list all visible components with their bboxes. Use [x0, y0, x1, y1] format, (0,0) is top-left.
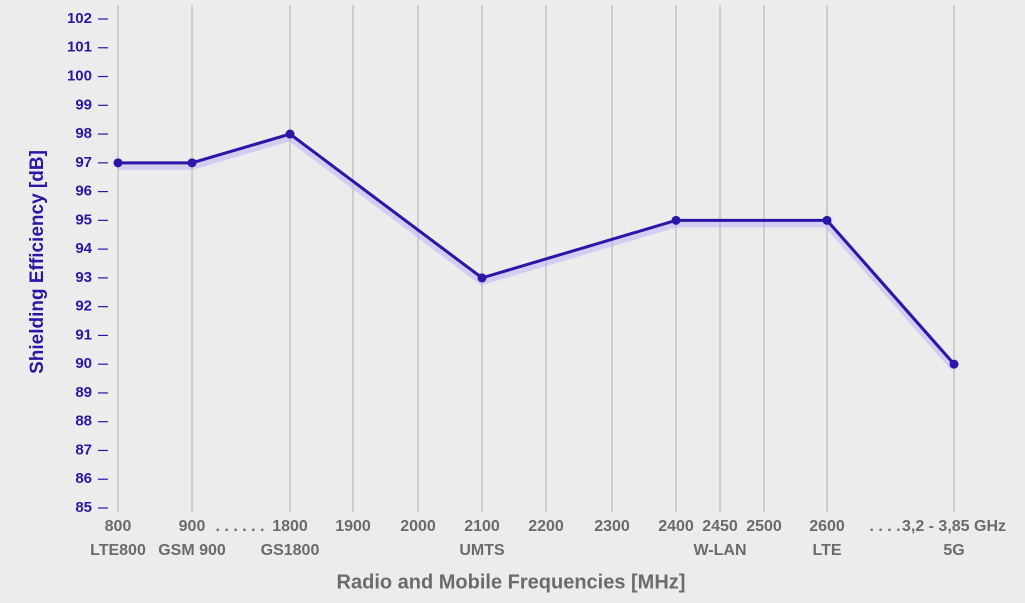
y-tick-label: 101 [67, 39, 92, 56]
point [187, 158, 197, 168]
x-tick-label: 1800 [272, 518, 308, 535]
y-tick-label: 102 [67, 10, 92, 27]
x-sublabel: GS1800 [261, 542, 320, 559]
point [113, 158, 123, 168]
y-tick-label: 93 [75, 269, 92, 286]
annotation: . . . . . . [216, 518, 265, 535]
x-sublabel: LTE800 [90, 542, 146, 559]
y-tick-label: 99 [75, 96, 92, 113]
x-tick-label: 3,2 - 3,85 GHz [902, 518, 1006, 535]
x-tick-label: 2500 [746, 518, 782, 535]
y-tick-label: 88 [75, 413, 92, 430]
x-tick-label: 1900 [335, 518, 371, 535]
y-tick-label: 87 [75, 441, 92, 458]
y-tick-label: 92 [75, 298, 92, 315]
x-tick-label: 800 [105, 518, 132, 535]
y-tick-label: 94 [75, 240, 92, 257]
x-tick-label: 900 [179, 518, 206, 535]
x-tick-label: 2600 [809, 518, 845, 535]
x-axis-title: Radio and Mobile Frequencies [MHz] [337, 571, 686, 593]
y-tick-label: 89 [75, 384, 92, 401]
x-tick-label: 2100 [464, 518, 500, 535]
y-tick-label: 96 [75, 183, 92, 200]
y-tick-label: 95 [75, 211, 92, 228]
y-tick-label: 85 [75, 499, 92, 516]
y-tick-label: 97 [75, 154, 92, 171]
x-sublabel: UMTS [459, 542, 505, 559]
point [822, 215, 832, 225]
x-tick-label: 2450 [702, 518, 738, 535]
point [671, 215, 681, 225]
annotation: . . . . [869, 518, 900, 535]
point [949, 359, 959, 369]
point [477, 273, 487, 283]
x-sublabel: LTE [812, 542, 841, 559]
y-tick-label: 98 [75, 125, 92, 142]
y-tick-label: 86 [75, 470, 92, 487]
x-tick-label: 2200 [528, 518, 564, 535]
x-tick-label: 2400 [658, 518, 694, 535]
y-tick-label: 90 [75, 355, 92, 372]
y-tick-label: 100 [67, 67, 92, 84]
y-tick-label: 91 [75, 326, 92, 343]
x-tick-label: 2000 [400, 518, 436, 535]
x-sublabel: W-LAN [694, 542, 747, 559]
point [285, 129, 295, 139]
y-axis-title: Shielding Efficiency [dB] [27, 150, 48, 374]
x-sublabel: 5G [943, 542, 964, 559]
x-tick-label: 2300 [594, 518, 630, 535]
x-sublabel: GSM 900 [158, 542, 226, 559]
